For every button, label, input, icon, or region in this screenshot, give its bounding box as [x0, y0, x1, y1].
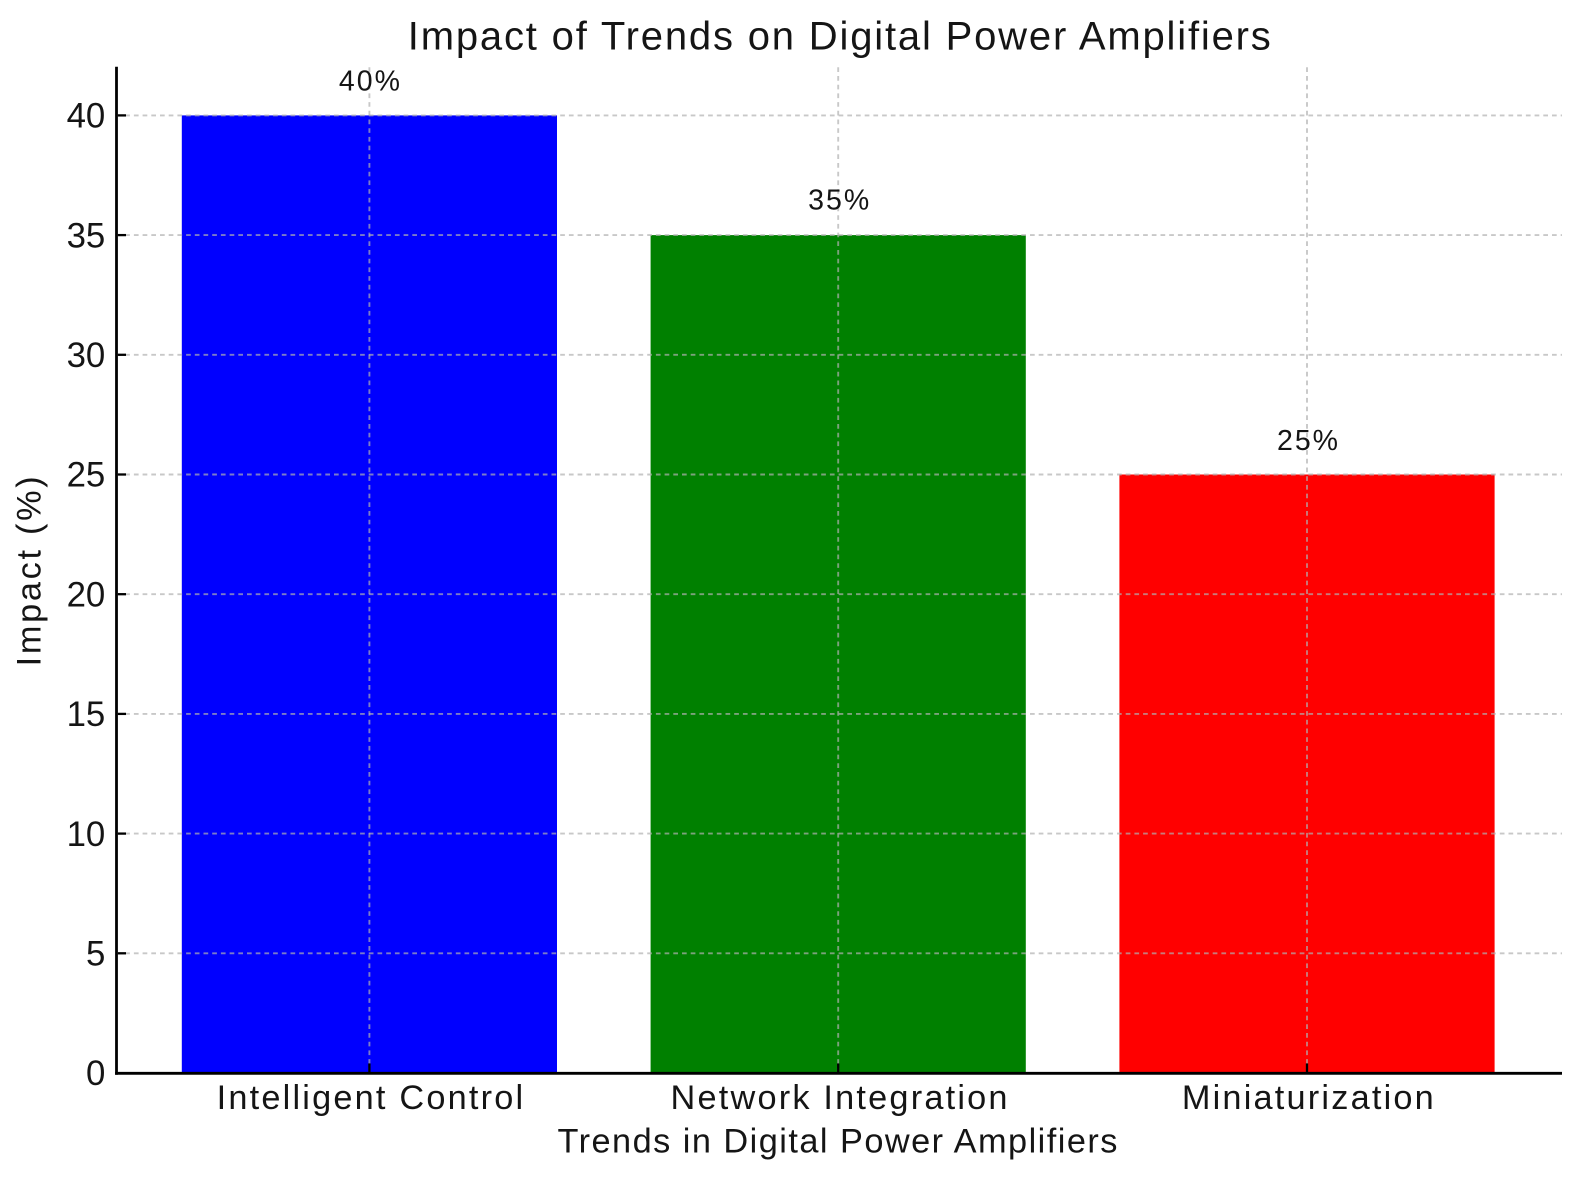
svg-text:25%: 25%: [1277, 425, 1340, 457]
svg-text:Intelligent Control: Intelligent Control: [217, 1079, 526, 1117]
svg-text:25: 25: [67, 456, 106, 495]
svg-text:40: 40: [67, 97, 106, 136]
svg-text:35%: 35%: [808, 185, 871, 217]
svg-text:Network Integration: Network Integration: [671, 1079, 1010, 1117]
svg-text:30: 30: [67, 336, 106, 375]
svg-text:5: 5: [86, 935, 105, 974]
svg-text:Impact of Trends on Digital Po: Impact of Trends on Digital Power Amplif…: [408, 15, 1273, 59]
svg-text:0: 0: [86, 1054, 105, 1093]
svg-text:10: 10: [67, 815, 106, 854]
svg-text:15: 15: [67, 695, 106, 734]
svg-text:40%: 40%: [339, 66, 402, 98]
svg-text:20: 20: [67, 575, 106, 614]
svg-text:35: 35: [67, 216, 106, 255]
svg-text:Miniaturization: Miniaturization: [1182, 1079, 1436, 1117]
svg-text:Trends in Digital Power Amplif: Trends in Digital Power Amplifiers: [557, 1123, 1118, 1161]
svg-text:Impact (%): Impact (%): [11, 474, 49, 667]
